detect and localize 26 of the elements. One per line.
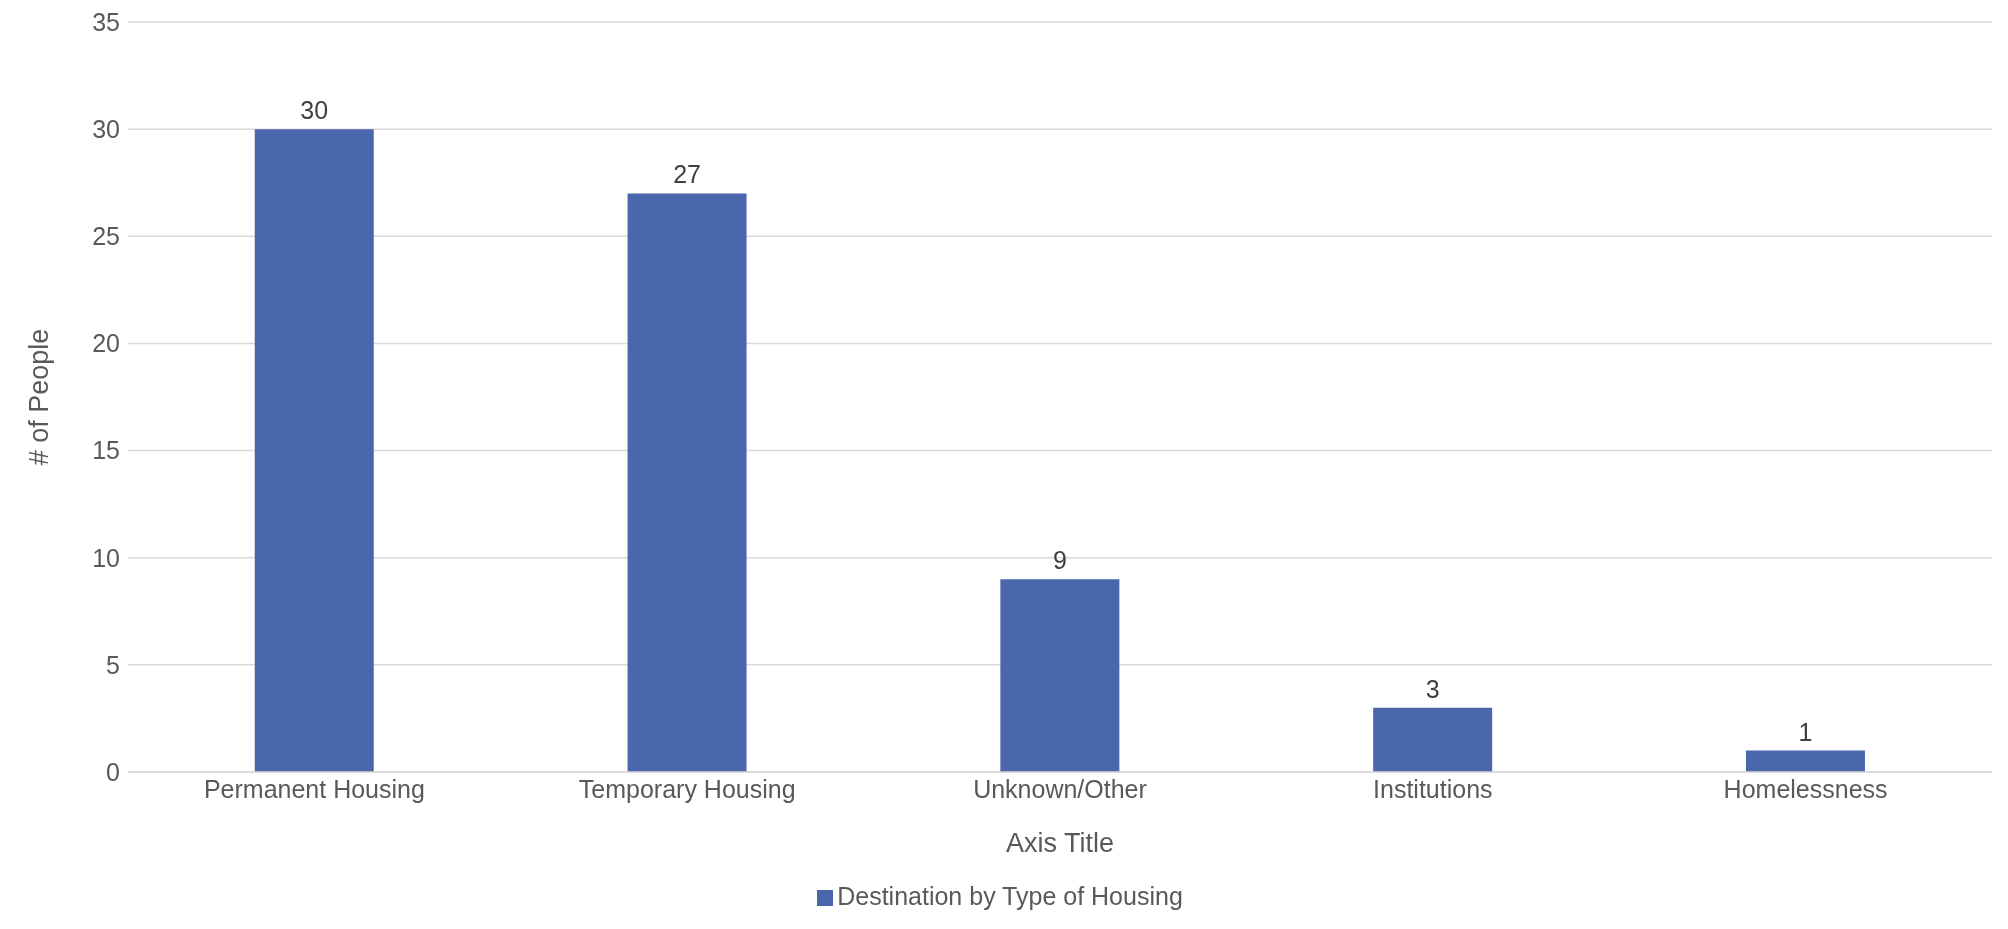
y-tick-label: 0 [106,757,120,786]
bar [1373,707,1493,772]
x-axis-title: Axis Title [1005,828,1115,858]
bar [1745,750,1865,772]
y-tick-label: 20 [92,329,120,358]
y-tick-label: 25 [92,222,120,251]
x-tick-label: Institutions [1373,774,1493,803]
bar [254,129,374,772]
data-label: 9 [1052,546,1067,575]
x-tick-label: Temporary Housing [578,774,796,803]
y-tick-label: 10 [92,543,120,572]
x-tick-label: Homelessness [1723,774,1888,803]
y-axis-title: # of People [23,328,54,466]
data-label: 3 [1425,674,1440,703]
x-tick-label: Permanent Housing [203,774,425,803]
bar [1000,579,1120,772]
legend-label: Destination by Type of Housing [837,882,1183,910]
data-label: 1 [1798,717,1813,746]
y-tick-label: 30 [92,115,120,144]
data-label: 30 [300,96,329,125]
bar [627,193,747,772]
y-tick-label: 15 [92,436,120,465]
y-tick-label: 35 [92,7,120,36]
x-tick-label: Unknown/Other [973,774,1147,803]
data-label: 27 [673,160,701,189]
y-tick-label: 5 [106,650,120,679]
